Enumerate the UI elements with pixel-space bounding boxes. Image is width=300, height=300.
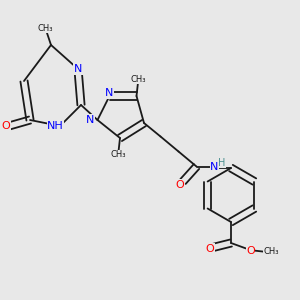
- Text: O: O: [2, 121, 10, 131]
- Text: CH₃: CH₃: [264, 248, 279, 256]
- Text: H: H: [218, 158, 226, 168]
- Text: CH₃: CH₃: [37, 24, 53, 33]
- Text: CH₃: CH₃: [111, 150, 126, 159]
- Text: O: O: [206, 244, 214, 254]
- Text: N: N: [86, 115, 94, 125]
- Text: N: N: [74, 64, 82, 74]
- Text: O: O: [246, 245, 255, 256]
- Text: N: N: [105, 88, 114, 98]
- Text: O: O: [176, 179, 184, 190]
- Text: N: N: [210, 161, 219, 172]
- Text: NH: NH: [47, 121, 64, 131]
- Text: CH₃: CH₃: [130, 75, 146, 84]
